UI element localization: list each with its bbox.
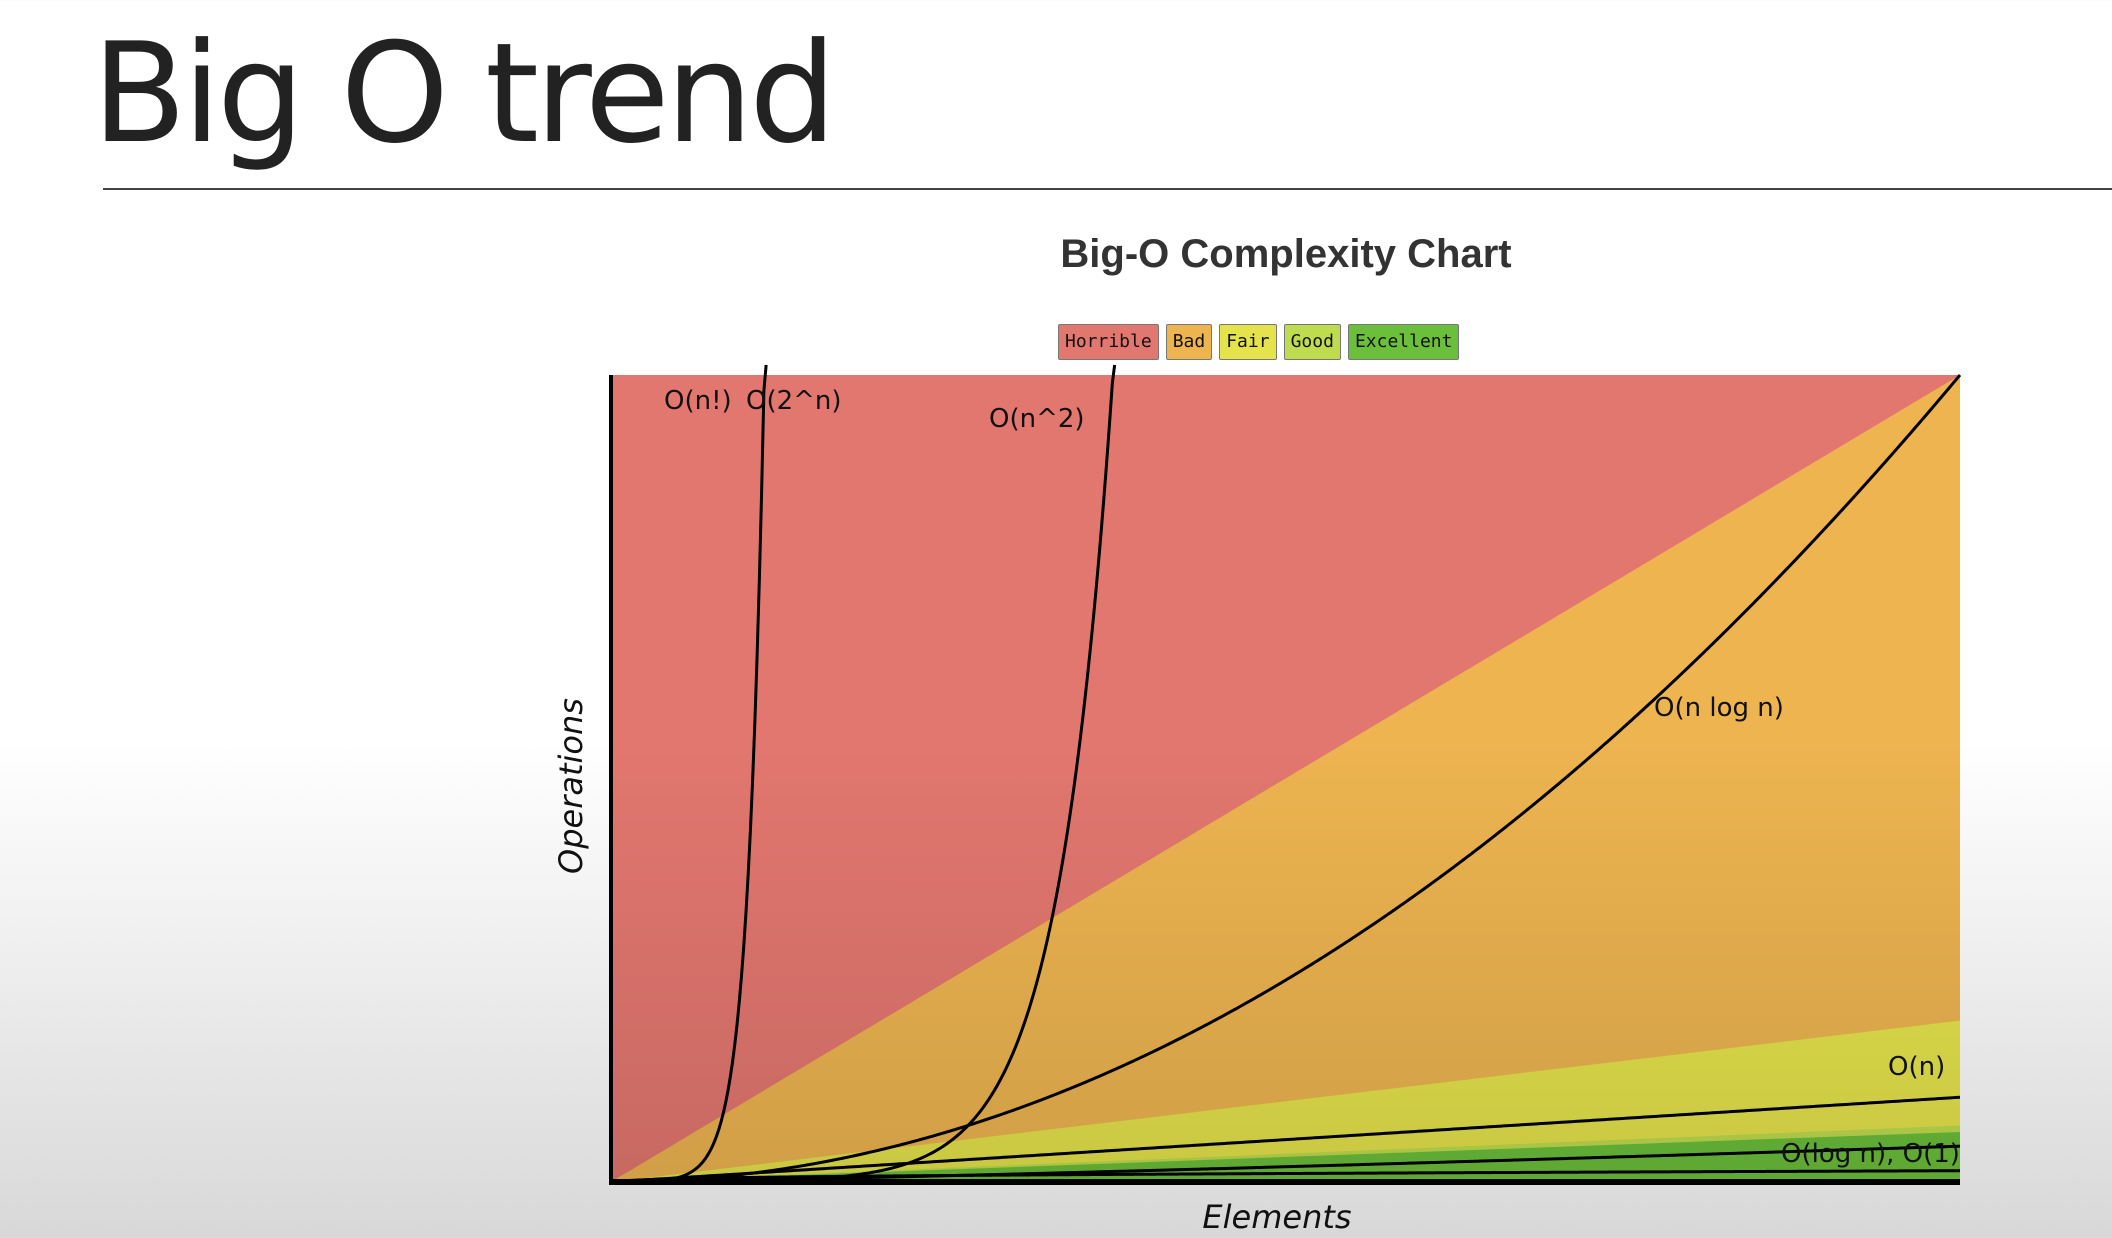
- chart-legend: Horrible Bad Fair Good Excellent: [1058, 324, 1460, 360]
- x-axis-label: Elements: [1202, 1198, 1351, 1236]
- curve-o-log-n: [610, 1169, 1961, 1184]
- curve-o-n-log-n: [611, 1144, 1961, 1184]
- label-o-n-log-n: O(n log n): [1654, 693, 1784, 723]
- chart-title: Big-O Complexity Chart: [1060, 232, 1512, 276]
- title-divider: [103, 188, 2112, 190]
- curve-o-n: [610, 1095, 1961, 1184]
- legend-item-excellent: Excellent: [1347, 324, 1460, 360]
- shading-overlay: [610, 375, 1960, 1183]
- label-o-n-squared: O(n^2): [989, 404, 1085, 434]
- label-o-n: O(n): [1888, 1052, 1945, 1082]
- curve-o-n-squared: [611, 374, 1962, 1184]
- y-axis-label: Operations: [552, 698, 590, 874]
- legend-item-horrible: Horrible: [1058, 324, 1159, 360]
- legend-item-bad: Bad: [1165, 324, 1213, 360]
- label-o-2-pow-n: O(2^n): [746, 386, 842, 416]
- label-o-n-factorial: O(n!): [664, 386, 732, 416]
- legend-item-fair: Fair: [1219, 324, 1277, 360]
- legend-item-good: Good: [1283, 324, 1341, 360]
- label-o-log-n-o-1: O(log n), O(1): [1781, 1139, 1960, 1169]
- slide-title: Big O trend: [92, 13, 837, 174]
